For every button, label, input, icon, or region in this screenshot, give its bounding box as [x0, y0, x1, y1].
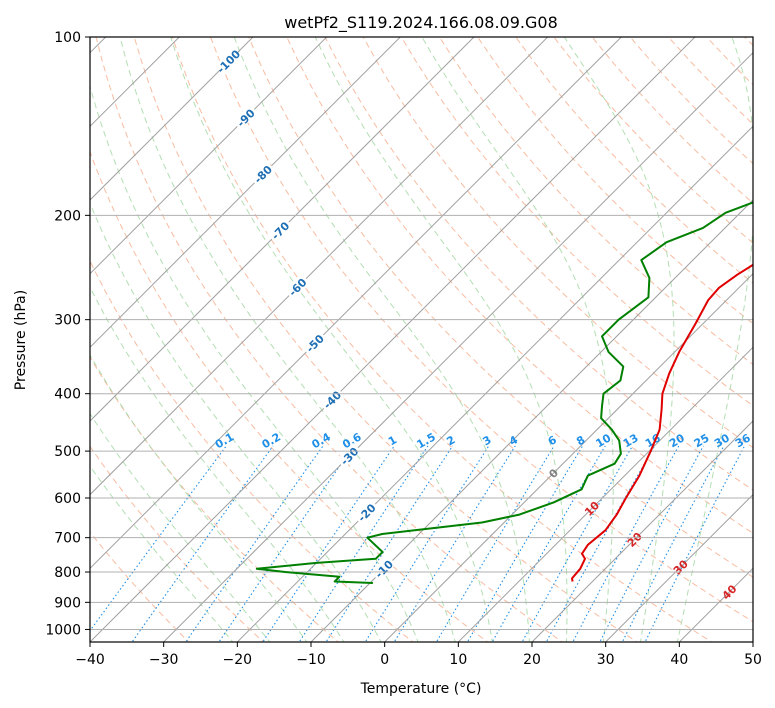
moist-adiabat-line: [171, 37, 493, 644]
moist-adiabat-line: [0, 37, 235, 644]
mixing-ratio-line: [217, 446, 353, 645]
mixing-ratio-label: 20: [667, 431, 687, 450]
mixing-ratio-label: 4: [507, 433, 520, 448]
moist-adiabat-line: [315, 37, 567, 644]
y-axis-title: Pressure (hPa): [13, 290, 29, 390]
dry-adiabat-line: [363, 37, 775, 644]
dewpoint-trace: [257, 37, 775, 583]
reference-line-labels: 0.1 0.2 0.4 0.6 1 1.5 2 3 4 6 8 10 13 16 20 25 30 36-100-…: [213, 47, 753, 602]
dry-adiabat-line: [745, 37, 775, 644]
y-tick-label: 900: [54, 595, 81, 611]
mixing-ratio-label: 13: [621, 431, 641, 450]
dry-adiabat-line: [0, 37, 266, 644]
mixing-ratio-label: 0.1: [213, 430, 236, 451]
x-tick-label: −40: [75, 652, 105, 668]
x-tick-label: 20: [523, 652, 541, 668]
background-reference-lines: [0, 24, 775, 645]
isotherm-line: [0, 24, 266, 645]
mixing-ratio-label: 30: [712, 431, 732, 450]
y-tick-label: 700: [54, 531, 81, 547]
moist-adiabat-line: [0, 37, 309, 644]
dry-adiabat-line: [478, 37, 775, 644]
y-tick-label: 500: [54, 444, 81, 460]
mixing-ratio-line: [364, 446, 489, 645]
y-tick-label: 100: [54, 30, 81, 46]
mixing-ratio-label: 0.4: [310, 430, 334, 451]
y-tick-label: 800: [54, 565, 81, 581]
plot-frame: [90, 37, 753, 642]
dry-adiabat-line: [58, 37, 491, 644]
mixing-ratio-line: [325, 446, 453, 645]
mixing-ratio-line: [599, 446, 704, 645]
moist-adiabat-line: [43, 37, 382, 644]
moist-adiabat-line: [422, 37, 613, 644]
y-tick-label: 1000: [45, 622, 81, 638]
mixing-ratio-label: 3: [480, 433, 493, 448]
x-tick-label: 40: [670, 652, 688, 668]
mixing-ratio-label: 1: [386, 433, 399, 448]
y-axis: 100 200 300 400 500 600 700 800 900 1000: [45, 30, 90, 638]
x-tick-label: −20: [223, 652, 253, 668]
mixing-ratio-label: 10: [594, 431, 614, 450]
mixing-ratio-label: 1.5: [414, 430, 437, 451]
dry-adiabat-line: [592, 37, 775, 644]
sounding-traces: [257, 37, 775, 583]
isotherm-line: [677, 24, 775, 645]
mixing-ratio-label: 36: [733, 431, 753, 450]
moist-adiabat-line: [78, 37, 419, 644]
x-tick-label: 0: [380, 652, 389, 668]
mixing-ratio-line: [130, 446, 273, 645]
y-tick-label: 200: [54, 208, 81, 224]
dry-adiabat-line: [439, 37, 775, 644]
x-axis: −40 −30 −20 −10 0 10 20 30 40 50: [75, 642, 762, 668]
moist-adiabat-line: [0, 37, 272, 644]
x-tick-label: 50: [744, 652, 762, 668]
dry-adiabat-label: 30: [671, 557, 691, 577]
isotherm-line: [530, 24, 775, 645]
chart-title: wetPf2_S119.2024.166.08.09.G08: [284, 13, 558, 33]
dry-adiabat-line: [516, 37, 775, 644]
x-tick-label: 30: [597, 652, 615, 668]
mixing-ratio-label: 25: [692, 431, 712, 450]
x-tick-label: −30: [149, 652, 179, 668]
x-tick-label: −10: [296, 652, 326, 668]
x-axis-title: Temperature (°C): [360, 681, 482, 697]
mixing-ratio-line: [644, 446, 745, 645]
dry-adiabat-line: [325, 37, 775, 644]
dry-adiabat-line: [554, 37, 775, 644]
isotherm-line: [751, 24, 775, 645]
pressure-grid: [90, 37, 753, 629]
isotherm-line: [88, 24, 709, 645]
dry-adiabat-line: [172, 37, 715, 644]
y-tick-label: 400: [54, 387, 81, 403]
dry-adiabat-line: [287, 37, 775, 644]
mixing-ratio-label: 0.2: [260, 430, 283, 451]
mixing-ratio-label: 2: [444, 433, 457, 448]
dry-adiabat-line: [211, 37, 775, 644]
isotherm-line: [0, 24, 414, 645]
y-tick-label: 300: [54, 313, 81, 329]
mixing-ratio-line: [521, 446, 633, 645]
isotherm-line: [14, 24, 635, 645]
y-tick-label: 600: [54, 491, 81, 507]
x-tick-label: 10: [449, 652, 467, 668]
